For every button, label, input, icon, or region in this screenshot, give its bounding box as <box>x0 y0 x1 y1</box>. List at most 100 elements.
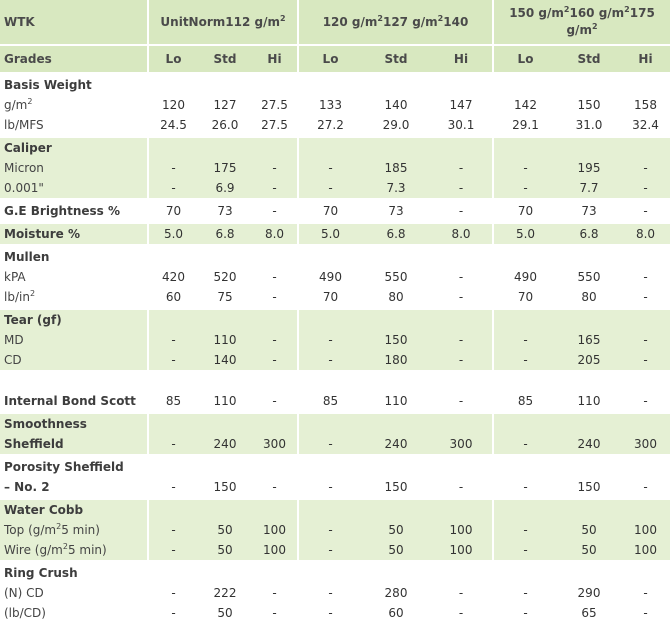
table-cell: 110 <box>362 388 430 413</box>
row-label: g/m2 <box>0 95 148 115</box>
table-cell: - <box>147 350 198 370</box>
table-cell: - <box>252 603 298 623</box>
table-row: Micron -175- -185- -195- <box>0 158 670 178</box>
table-cell: 550 <box>557 267 621 287</box>
table-cell: 120 <box>147 95 198 115</box>
table-cell: 147 <box>430 95 493 115</box>
table-cell: - <box>430 388 493 413</box>
table-cell: - <box>252 267 298 287</box>
table-cell: - <box>430 287 493 309</box>
table-cell: - <box>492 520 557 540</box>
table-cell: 85 <box>297 388 362 413</box>
table-cell: - <box>297 477 362 499</box>
group-header-2: 120 g/m2127 g/m2140 <box>297 0 493 46</box>
table-row: CD -140- -180- -205- <box>0 350 670 370</box>
table-cell: 50 <box>198 520 252 540</box>
grade-std: Std <box>557 45 621 74</box>
table-row: Top (g/m25 min) -50 100-50 100-50 100 <box>0 520 670 540</box>
table-cell: 490 <box>297 267 362 287</box>
corner-label: WTK <box>0 0 148 46</box>
row-title: Water Cobb <box>0 497 148 520</box>
table-cell: - <box>147 583 198 603</box>
table-cell: 32.4 <box>621 115 670 137</box>
row-label: (lb/CD) <box>0 603 148 623</box>
table-cell: 85 <box>147 388 198 413</box>
table-row: lb/in2 60 75-70 80-70 80- <box>0 287 670 309</box>
row-title: – No. 2 <box>0 477 148 499</box>
table-cell: - <box>492 350 557 370</box>
table-cell: 100 <box>621 520 670 540</box>
table-cell: 100 <box>252 540 298 562</box>
table-cell: - <box>147 434 198 456</box>
table-cell: - <box>621 330 670 350</box>
tear-title-row: Tear (gf) <box>0 307 670 330</box>
table-cell: 24.5 <box>147 115 198 137</box>
basis-weight-title-row: Basis Weight <box>0 72 670 95</box>
row-title: Basis Weight <box>0 72 148 95</box>
grade-hi: Hi <box>430 45 493 74</box>
table-cell: 50 <box>557 540 621 562</box>
table-cell: 7.7 <box>557 178 621 200</box>
spec-table: WTK UnitNorm112 g/m2 120 g/m2127 g/m2140… <box>0 0 670 623</box>
table-cell: 27.2 <box>297 115 362 137</box>
table-cell: 73 <box>557 198 621 223</box>
table-cell: 6.8 <box>198 221 252 246</box>
table-cell: - <box>252 330 298 350</box>
table-cell: - <box>252 198 298 223</box>
row-label: Wire (g/m25 min) <box>0 540 148 562</box>
table-cell: 140 <box>362 95 430 115</box>
table-cell: - <box>297 158 362 178</box>
table-cell: 520 <box>198 267 252 287</box>
table-cell: 6.8 <box>362 221 430 246</box>
table-cell: 100 <box>621 540 670 562</box>
table-cell: 110 <box>198 330 252 350</box>
table-cell: - <box>252 477 298 499</box>
table-cell: 127 <box>198 95 252 115</box>
table-cell: - <box>621 350 670 370</box>
table-cell: - <box>252 583 298 603</box>
row-label: Top (g/m25 min) <box>0 520 148 540</box>
table-cell: 280 <box>362 583 430 603</box>
table-row: Internal Bond Scott 85 110-85 110-85 110- <box>0 388 670 413</box>
row-title: G.E Brightness % <box>0 198 148 223</box>
table-cell: 195 <box>557 158 621 178</box>
table-cell: - <box>492 477 557 499</box>
row-label: 0.001" <box>0 178 148 200</box>
table-cell: 73 <box>198 198 252 223</box>
table-cell: - <box>492 540 557 562</box>
row-title: Ring Crush <box>0 560 148 583</box>
table-cell: 6.8 <box>557 221 621 246</box>
table-cell: 5.0 <box>147 221 198 246</box>
table-cell: 31.0 <box>557 115 621 137</box>
table-cell: 7.3 <box>362 178 430 200</box>
table-cell: - <box>430 477 493 499</box>
table-cell: 70 <box>297 198 362 223</box>
table-cell: 29.1 <box>492 115 557 137</box>
grade-hi: Hi <box>621 45 670 74</box>
table-cell: - <box>430 198 493 223</box>
table-cell: 300 <box>252 434 298 456</box>
table-row: Moisture % 5.0 6.8 8.0 5.0 6.8 8.0 5.0 6.8 8.0 <box>0 221 670 246</box>
grades-label: Grades <box>0 45 148 74</box>
table-cell: - <box>252 287 298 309</box>
table-cell: - <box>492 330 557 350</box>
row-title: Internal Bond Scott <box>0 388 148 413</box>
smoothness-title-row: Smoothness <box>0 411 670 434</box>
table-cell: 85 <box>492 388 557 413</box>
row-title: Moisture % <box>0 221 148 246</box>
table-row: g/m2 120 127 27.5 133 140 147 142 150 158 <box>0 95 670 115</box>
table-cell: 70 <box>492 198 557 223</box>
table-cell: 8.0 <box>430 221 493 246</box>
table-cell: 70 <box>492 287 557 309</box>
row-label: MD <box>0 330 148 350</box>
row-label: (N) CD <box>0 583 148 603</box>
table-row: G.E Brightness % 70 73-70 73-70 73- <box>0 198 670 223</box>
row-title: Smoothness <box>0 411 148 434</box>
table-cell: 150 <box>557 477 621 499</box>
caliper-title-row: Caliper <box>0 135 670 158</box>
table-cell: - <box>297 350 362 370</box>
table-cell: 240 <box>198 434 252 456</box>
table-cell: - <box>430 330 493 350</box>
table-cell: - <box>252 388 298 413</box>
table-cell: 8.0 <box>252 221 298 246</box>
